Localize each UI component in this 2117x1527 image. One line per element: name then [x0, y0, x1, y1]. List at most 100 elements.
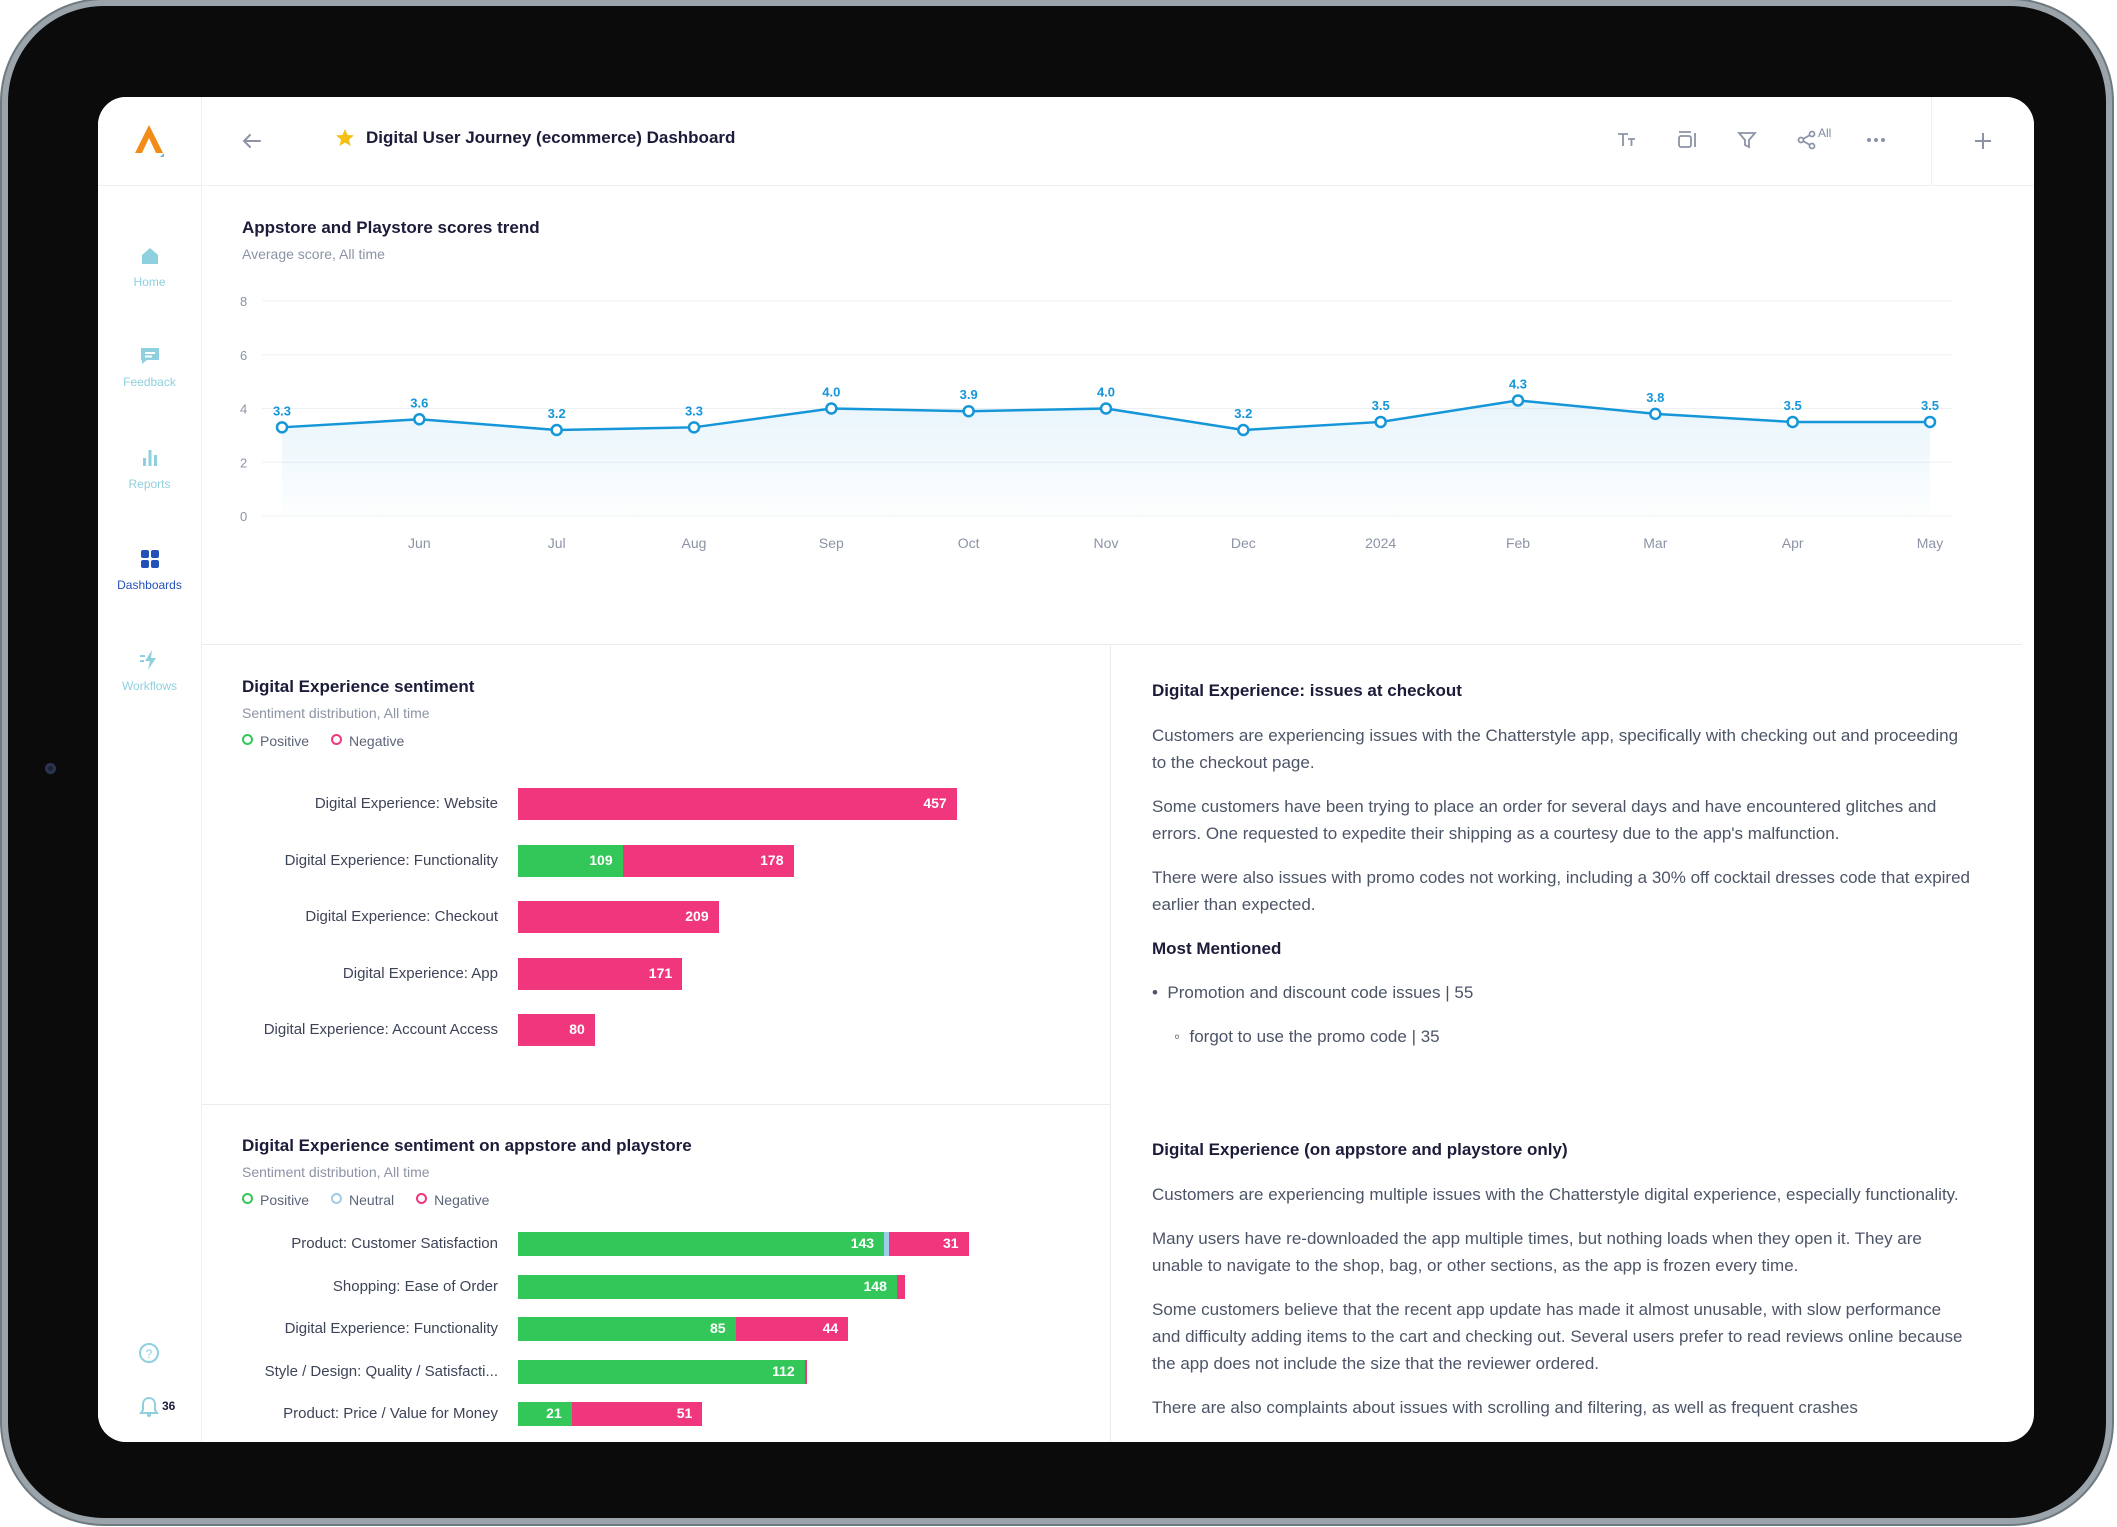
toolbar: All — [1612, 125, 1891, 155]
y-tick-label: 4 — [240, 402, 247, 417]
dashboard-content: Appstore and Playstore scores trend Aver… — [202, 186, 2022, 1442]
bar-segment-negative[interactable]: 209 — [518, 901, 719, 933]
legend-positive[interactable]: Positive — [242, 733, 309, 749]
x-tick-label: Oct — [958, 535, 980, 551]
legend-store-positive[interactable]: Positive — [242, 1192, 309, 1208]
help-icon[interactable]: ? — [136, 1340, 162, 1366]
store-sentiment-legend: Positive Neutral Negative — [242, 1192, 692, 1208]
bar-value-label: 178 — [760, 851, 784, 868]
bar-row[interactable]: Digital Experience: Account Access 80 — [264, 1014, 1078, 1046]
bar-row[interactable]: Shopping: Ease of Order 148 — [333, 1274, 1078, 1299]
bar-value-label: 21 — [546, 1405, 562, 1421]
bar-row[interactable]: Digital Experience: App 171 — [343, 957, 1078, 990]
data-label: 3.3 — [273, 403, 291, 418]
data-label: 3.5 — [1372, 398, 1390, 413]
data-label: 3.8 — [1646, 390, 1664, 405]
sentiment-subtitle: Sentiment distribution, All time — [242, 705, 430, 721]
x-tick-label: Jun — [408, 535, 431, 551]
legend-negative[interactable]: Negative — [331, 733, 404, 749]
text-size-button[interactable] — [1612, 125, 1642, 155]
text-size-icon — [1618, 133, 1635, 146]
tablet-frame: Home Feedback Reports — [8, 6, 2106, 1518]
bar-row[interactable]: Product: Customer Satisfaction 143 31 — [291, 1232, 1078, 1256]
legend-store-neutral[interactable]: Neutral — [331, 1192, 394, 1208]
bar-segment-negative[interactable]: 31 — [889, 1232, 969, 1256]
sidebar: Home Feedback Reports — [98, 97, 202, 1442]
data-label: 3.6 — [410, 395, 428, 410]
more-options-button[interactable] — [1861, 125, 1891, 155]
row-divider-1 — [202, 644, 2022, 645]
y-tick-label: 2 — [240, 455, 247, 470]
mentioned-item-1[interactable]: • Promotion and discount code issues | 5… — [1152, 983, 1474, 1002]
layout-icon — [1678, 131, 1696, 148]
bar-value-label: 148 — [863, 1277, 887, 1294]
bar-segment-negative[interactable]: 51 — [571, 1402, 703, 1426]
add-widget-button[interactable] — [1931, 97, 2034, 185]
filter-button[interactable] — [1732, 125, 1762, 155]
layout-button[interactable] — [1672, 125, 1702, 155]
share-icon — [1797, 130, 1816, 150]
sidebar-label-reports: Reports — [128, 477, 171, 491]
bar-segment-positive[interactable]: 143 — [518, 1232, 885, 1256]
bar-segment-negative[interactable]: 80 — [518, 1014, 595, 1046]
bar-category-label: Digital Experience: Account Access — [263, 1021, 498, 1038]
bar-row[interactable]: Digital Experience: Functionality 109 178 — [285, 844, 1078, 877]
bar-segment-negative[interactable]: 44 — [735, 1317, 849, 1341]
top-bar: Digital User Journey (ecommerce) Dashboa… — [202, 97, 2034, 186]
legend-positive-label: Positive — [260, 733, 310, 749]
bar-row[interactable]: Style / Design: Quality / Satisfacti... 1… — [265, 1359, 1078, 1384]
bar-category-label: Digital Experience: Functionality — [284, 1320, 498, 1337]
sentiment-card-header: Digital Experience sentiment Sentiment d… — [242, 677, 474, 749]
back-arrow-icon[interactable] — [238, 127, 266, 155]
camera-icon — [45, 763, 56, 774]
sidebar-item-workflows[interactable]: Workflows — [98, 647, 201, 693]
sidebar-item-reports[interactable]: Reports — [98, 445, 201, 491]
bar-row[interactable]: Digital Experience: Website 457 — [315, 788, 1078, 820]
mentioned-subitem-1[interactable]: ◦ forgot to use the promo code | 35 — [1174, 1027, 1440, 1046]
favorite-star-icon[interactable] — [334, 127, 356, 149]
checkout-paragraph-2: Some customers have been trying to place… — [1152, 797, 1937, 843]
bar-row[interactable]: Product: Price / Value for Money 21 51 — [283, 1402, 1078, 1426]
bar-segment-positive[interactable]: 109 — [518, 844, 623, 877]
bar-segment-negative[interactable]: 171 — [518, 957, 683, 990]
bar-segment-negative[interactable] — [804, 1359, 808, 1384]
y-tick-label: 8 — [240, 294, 247, 309]
x-tick-label: Mar — [1643, 535, 1667, 551]
data-label: 4.0 — [1097, 385, 1115, 400]
bar-value-label: 31 — [942, 1235, 959, 1251]
app-logo[interactable] — [98, 97, 201, 186]
data-point — [1923, 415, 1937, 429]
data-label: 3.2 — [1234, 406, 1252, 421]
notifications-bell-icon[interactable] — [136, 1394, 162, 1420]
data-point — [1374, 415, 1387, 429]
app-screen: Home Feedback Reports — [98, 97, 2034, 1442]
bar-segment-positive[interactable]: 112 — [518, 1359, 805, 1384]
bar-segment-negative[interactable]: 178 — [622, 844, 794, 877]
y-tick-label: 0 — [240, 509, 247, 524]
legend-store-negative[interactable]: Negative — [416, 1192, 489, 1208]
bar-row[interactable]: Digital Experience: Checkout 209 — [305, 901, 1078, 933]
bar-segment-positive[interactable]: 85 — [518, 1317, 736, 1341]
data-label: 3.5 — [1784, 398, 1802, 413]
trend-subtitle: Average score, All time — [242, 246, 385, 262]
bar-segment-negative[interactable] — [896, 1274, 905, 1299]
y-tick-label: 6 — [240, 348, 247, 363]
share-button[interactable] — [1792, 125, 1822, 155]
dashboards-icon — [140, 550, 159, 568]
data-point — [825, 402, 838, 415]
bar-segment-neutral[interactable] — [884, 1232, 890, 1256]
sentiment-bar-chart: Digital Experience: Website 457 Digital Ex… — [264, 788, 1078, 1088]
bar-segment-positive[interactable]: 148 — [518, 1274, 897, 1299]
data-label: 3.3 — [685, 403, 703, 418]
bar-row[interactable]: Digital Experience: Functionality 85 44 — [285, 1317, 1078, 1341]
data-point — [962, 404, 975, 418]
store-summary-paragraph-3: Some customers believe that the recent a… — [1152, 1300, 1963, 1373]
bar-segment-negative[interactable]: 457 — [518, 788, 957, 820]
sidebar-item-feedback[interactable]: Feedback — [98, 343, 201, 389]
bar-segment-positive[interactable]: 21 — [518, 1402, 572, 1426]
sidebar-item-dashboards[interactable]: Dashboards — [98, 546, 201, 592]
filter-icon — [1737, 132, 1757, 149]
sidebar-label-home: Home — [133, 275, 166, 289]
sidebar-item-home[interactable]: Home — [98, 243, 201, 289]
x-tick-label: 2024 — [1365, 535, 1396, 551]
